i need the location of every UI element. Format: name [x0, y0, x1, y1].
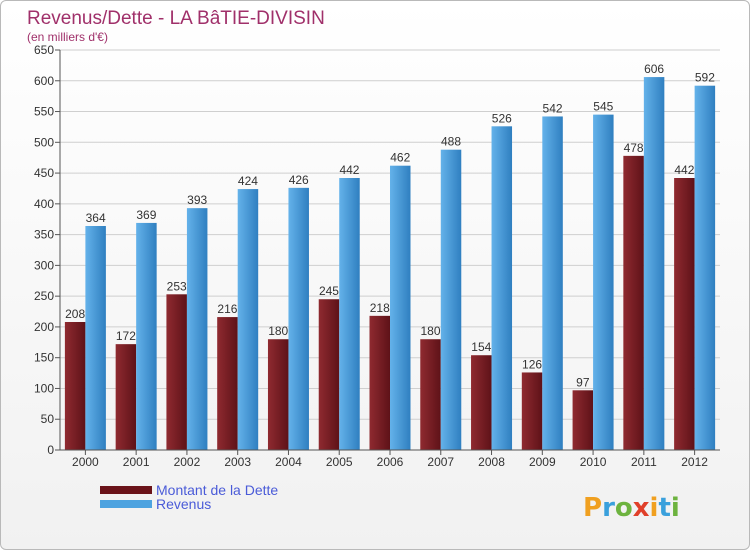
y-tick-label: 250: [34, 289, 54, 303]
data-label: 526: [492, 111, 512, 125]
bar-debt: [521, 372, 543, 450]
data-label: 364: [86, 211, 106, 225]
data-label: 542: [543, 101, 563, 115]
svg-text:Proxiti: Proxiti: [583, 493, 680, 523]
y-tick-label: 50: [41, 412, 55, 426]
data-label: 216: [217, 302, 237, 316]
data-label: 369: [136, 208, 156, 222]
bar-debt: [572, 390, 594, 450]
data-label: 606: [644, 62, 664, 76]
data-label: 488: [441, 135, 461, 149]
bar-revenus: [643, 77, 665, 451]
legend-label: Montant de la Dette: [156, 482, 278, 498]
x-tick-label: 2007: [427, 455, 454, 469]
bar-debt: [471, 355, 492, 450]
y-tick-label: 200: [34, 320, 54, 334]
bar-revenus: [339, 178, 360, 450]
data-label: 154: [471, 340, 491, 354]
x-tick-label: 2005: [326, 455, 353, 469]
bar-revenus: [593, 114, 614, 450]
bar-revenus: [288, 187, 309, 450]
x-tick-label: 2004: [275, 455, 302, 469]
legend-label: Revenus: [156, 496, 211, 512]
bar-revenus: [390, 165, 411, 450]
bar-revenus: [237, 189, 259, 451]
data-label: 442: [674, 163, 694, 177]
y-tick-label: 500: [34, 135, 54, 149]
data-label: 126: [522, 357, 542, 371]
data-label: 426: [289, 173, 309, 187]
x-tick-label: 2012: [681, 455, 708, 469]
x-tick-label: 2000: [72, 455, 99, 469]
data-label: 393: [187, 193, 207, 207]
bar-debt: [217, 317, 238, 450]
y-tick-label: 400: [34, 197, 54, 211]
proxiti-logo: Proxiti: [583, 493, 680, 523]
y-tick-label: 450: [34, 166, 54, 180]
bar-debt: [318, 299, 340, 450]
data-label: 180: [421, 324, 441, 338]
data-label: 462: [390, 151, 410, 165]
y-tick-label: 100: [34, 381, 54, 395]
bar-debt: [64, 322, 86, 450]
data-label: 245: [319, 284, 339, 298]
bar-revenus: [186, 208, 208, 450]
bars: 208 364 172 369 253 393 216 424 180 426 245 442 218 4…: [64, 62, 716, 451]
x-tick-label: 2011: [631, 455, 657, 469]
data-label: 442: [339, 163, 359, 177]
x-tick-label: 2008: [478, 455, 505, 469]
x-tick-label: 2001: [123, 455, 150, 469]
y-tick-label: 650: [34, 43, 54, 57]
x-tick-label: 2010: [580, 455, 607, 469]
x-axis-ticks: 2000 2001 2002 2003 2004 2005 2006 2007 2008 2009…: [60, 449, 720, 469]
y-tick-label: 150: [34, 351, 54, 365]
data-label: 218: [370, 301, 390, 315]
bar-revenus: [491, 126, 513, 451]
chart-subtitle: (en milliers d'€): [27, 30, 108, 44]
data-label: 545: [593, 100, 613, 114]
chart-title: Revenus/Dette - LA BâTIE-DIVISIN: [27, 8, 325, 29]
bar-debt: [267, 339, 289, 450]
bar-debt: [166, 294, 187, 450]
bar-revenus: [440, 149, 462, 450]
data-label: 172: [116, 329, 136, 343]
bar-revenus: [542, 116, 563, 450]
y-tick-label: 0: [47, 443, 54, 457]
x-tick-label: 2002: [174, 455, 201, 469]
data-label: 97: [576, 375, 590, 389]
data-label: 424: [238, 174, 258, 188]
bar-debt: [369, 315, 390, 450]
data-label: 208: [65, 307, 85, 321]
data-label: 253: [167, 279, 187, 293]
bar-debt: [420, 339, 441, 450]
y-tick-label: 550: [34, 105, 54, 119]
bar-revenus: [85, 226, 106, 450]
bar-debt: [115, 344, 137, 450]
y-axis-ticks: 0 50 100 150 200 250 300 350 400 450 500 550 600 650: [34, 43, 61, 457]
data-label: 592: [695, 71, 715, 85]
y-tick-label: 350: [34, 228, 54, 242]
data-label: 180: [268, 324, 288, 338]
legend-swatch: [100, 486, 152, 494]
bar-debt: [623, 155, 644, 450]
bar-revenus: [694, 85, 716, 450]
legend-swatch: [100, 500, 152, 508]
bar-debt: [674, 178, 695, 450]
x-tick-label: 2009: [529, 455, 556, 469]
bar-revenus: [136, 222, 157, 450]
y-tick-label: 300: [34, 258, 54, 272]
data-label: 478: [624, 141, 644, 155]
x-tick-label: 2006: [377, 455, 404, 469]
x-tick-label: 2003: [224, 455, 251, 469]
y-tick-label: 600: [34, 74, 54, 88]
